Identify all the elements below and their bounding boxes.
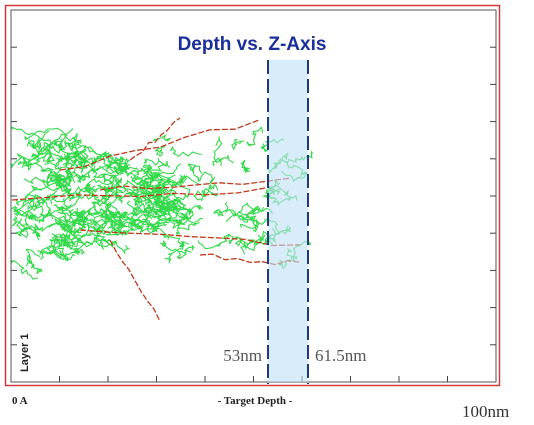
x-end-label: 100nm xyxy=(462,402,509,421)
x-axis-label: - Target Depth - xyxy=(218,395,293,407)
depth-band xyxy=(268,60,308,382)
title: Depth vs. Z-Axis xyxy=(178,34,327,55)
marker-label: 53nm xyxy=(223,346,262,365)
x-start-label: 0 A xyxy=(12,395,28,407)
ticks xyxy=(11,46,496,382)
marker-label: 61.5nm xyxy=(315,346,366,365)
y-axis-label: Layer 1 xyxy=(19,333,31,372)
ion-tracks xyxy=(11,117,301,322)
